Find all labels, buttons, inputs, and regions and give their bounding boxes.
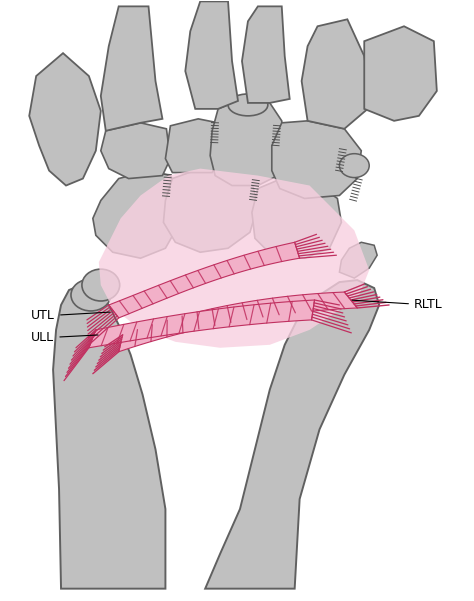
Polygon shape [101, 123, 170, 178]
Polygon shape [109, 242, 300, 318]
Polygon shape [272, 121, 361, 198]
Ellipse shape [228, 94, 268, 116]
Polygon shape [252, 178, 341, 258]
Text: RLTL: RLTL [352, 299, 443, 311]
Polygon shape [164, 169, 258, 252]
Ellipse shape [339, 154, 369, 177]
Polygon shape [99, 169, 369, 348]
Polygon shape [89, 300, 315, 348]
Polygon shape [339, 242, 377, 278]
Text: UTL: UTL [31, 310, 110, 322]
Polygon shape [242, 7, 290, 103]
Ellipse shape [82, 269, 120, 301]
Polygon shape [364, 26, 437, 121]
Polygon shape [210, 99, 285, 186]
Polygon shape [29, 53, 101, 186]
Polygon shape [301, 19, 371, 129]
Polygon shape [53, 285, 165, 588]
Polygon shape [118, 292, 357, 352]
Ellipse shape [71, 279, 111, 311]
Polygon shape [93, 171, 182, 258]
Polygon shape [165, 119, 222, 172]
Polygon shape [205, 280, 379, 588]
Text: ULL: ULL [31, 331, 98, 344]
Polygon shape [185, 1, 238, 109]
Polygon shape [101, 7, 163, 131]
